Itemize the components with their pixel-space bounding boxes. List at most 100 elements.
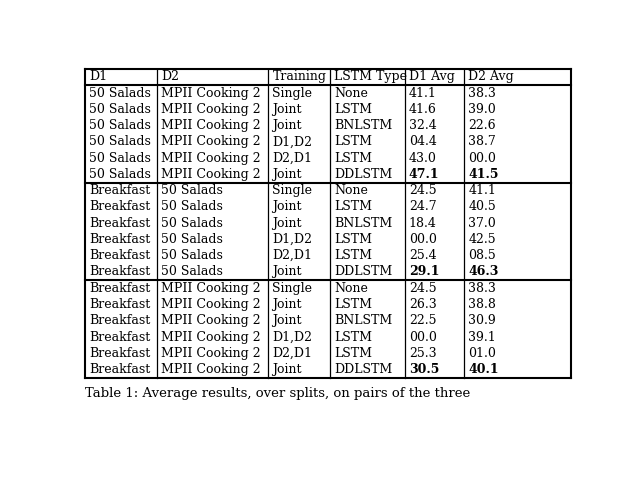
Text: MPII Cooking 2: MPII Cooking 2 [161, 119, 260, 132]
Text: 50 Salads: 50 Salads [161, 233, 223, 246]
Text: DDLSTM: DDLSTM [335, 265, 393, 278]
Text: MPII Cooking 2: MPII Cooking 2 [161, 282, 260, 295]
Text: 24.5: 24.5 [409, 184, 436, 197]
Text: 24.7: 24.7 [409, 201, 436, 214]
Text: 41.5: 41.5 [468, 168, 499, 181]
Text: Joint: Joint [273, 265, 302, 278]
Text: MPII Cooking 2: MPII Cooking 2 [161, 168, 260, 181]
Text: LSTM: LSTM [335, 135, 372, 148]
Text: 40.1: 40.1 [468, 363, 499, 376]
Text: 50 Salads: 50 Salads [89, 103, 151, 116]
Text: Breakfast: Breakfast [89, 298, 150, 311]
Text: 50 Salads: 50 Salads [161, 216, 223, 230]
Text: LSTM: LSTM [335, 152, 372, 165]
Text: 50 Salads: 50 Salads [161, 265, 223, 278]
Text: 38.7: 38.7 [468, 135, 496, 148]
Text: D1 Avg: D1 Avg [409, 70, 455, 84]
Text: Breakfast: Breakfast [89, 347, 150, 360]
Text: Breakfast: Breakfast [89, 184, 150, 197]
Text: 46.3: 46.3 [468, 265, 499, 278]
Text: 38.8: 38.8 [468, 298, 496, 311]
Text: D2: D2 [161, 70, 179, 84]
Text: 00.0: 00.0 [409, 331, 436, 344]
Text: BNLSTM: BNLSTM [335, 216, 393, 230]
Text: MPII Cooking 2: MPII Cooking 2 [161, 135, 260, 148]
Text: 50 Salads: 50 Salads [89, 168, 151, 181]
Text: MPII Cooking 2: MPII Cooking 2 [161, 103, 260, 116]
Text: D1,D2: D1,D2 [273, 135, 312, 148]
Text: Breakfast: Breakfast [89, 216, 150, 230]
Text: D2 Avg: D2 Avg [468, 70, 514, 84]
Text: None: None [335, 282, 369, 295]
Text: Table 1: Average results, over splits, on pairs of the three: Table 1: Average results, over splits, o… [85, 387, 470, 400]
Text: 00.0: 00.0 [468, 152, 496, 165]
Text: D2,D1: D2,D1 [273, 249, 312, 262]
Text: Breakfast: Breakfast [89, 282, 150, 295]
Text: 50 Salads: 50 Salads [161, 201, 223, 214]
Text: D2,D1: D2,D1 [273, 152, 312, 165]
Text: BNLSTM: BNLSTM [335, 314, 393, 327]
Text: 04.4: 04.4 [409, 135, 436, 148]
Text: LSTM: LSTM [335, 347, 372, 360]
Text: DDLSTM: DDLSTM [335, 363, 393, 376]
Text: Joint: Joint [273, 314, 302, 327]
Text: 32.4: 32.4 [409, 119, 436, 132]
Text: 37.0: 37.0 [468, 216, 496, 230]
Text: 29.1: 29.1 [409, 265, 439, 278]
Text: LSTM Type: LSTM Type [335, 70, 408, 84]
Text: Joint: Joint [273, 363, 302, 376]
Text: 40.5: 40.5 [468, 201, 496, 214]
Text: None: None [335, 86, 369, 99]
Text: Joint: Joint [273, 103, 302, 116]
Text: 30.5: 30.5 [409, 363, 439, 376]
Text: 01.0: 01.0 [468, 347, 496, 360]
Text: BNLSTM: BNLSTM [335, 119, 393, 132]
Text: D1,D2: D1,D2 [273, 233, 312, 246]
Text: Single: Single [273, 86, 312, 99]
Text: 00.0: 00.0 [409, 233, 436, 246]
Text: Breakfast: Breakfast [89, 201, 150, 214]
Text: Breakfast: Breakfast [89, 363, 150, 376]
Text: LSTM: LSTM [335, 298, 372, 311]
Text: Single: Single [273, 282, 312, 295]
Text: D1,D2: D1,D2 [273, 331, 312, 344]
Text: 22.5: 22.5 [409, 314, 436, 327]
Text: Breakfast: Breakfast [89, 331, 150, 344]
Text: 39.1: 39.1 [468, 331, 496, 344]
Text: 47.1: 47.1 [409, 168, 440, 181]
Text: 41.1: 41.1 [409, 86, 436, 99]
Text: LSTM: LSTM [335, 103, 372, 116]
Text: 50 Salads: 50 Salads [89, 119, 151, 132]
Text: Joint: Joint [273, 298, 302, 311]
Text: Breakfast: Breakfast [89, 314, 150, 327]
Text: 30.9: 30.9 [468, 314, 496, 327]
Text: Breakfast: Breakfast [89, 265, 150, 278]
Text: D2,D1: D2,D1 [273, 347, 312, 360]
Text: MPII Cooking 2: MPII Cooking 2 [161, 152, 260, 165]
Text: 38.3: 38.3 [468, 86, 496, 99]
Text: LSTM: LSTM [335, 331, 372, 344]
Text: D1: D1 [89, 70, 107, 84]
Text: 18.4: 18.4 [409, 216, 436, 230]
Text: 39.0: 39.0 [468, 103, 496, 116]
Text: MPII Cooking 2: MPII Cooking 2 [161, 347, 260, 360]
Text: 26.3: 26.3 [409, 298, 436, 311]
Text: 50 Salads: 50 Salads [89, 152, 151, 165]
Text: 08.5: 08.5 [468, 249, 496, 262]
Text: MPII Cooking 2: MPII Cooking 2 [161, 363, 260, 376]
Text: Breakfast: Breakfast [89, 233, 150, 246]
Text: LSTM: LSTM [335, 233, 372, 246]
Text: 42.5: 42.5 [468, 233, 496, 246]
Text: 22.6: 22.6 [468, 119, 496, 132]
Text: 41.6: 41.6 [409, 103, 436, 116]
Text: 43.0: 43.0 [409, 152, 436, 165]
Text: MPII Cooking 2: MPII Cooking 2 [161, 86, 260, 99]
Text: MPII Cooking 2: MPII Cooking 2 [161, 298, 260, 311]
Text: 25.3: 25.3 [409, 347, 436, 360]
Text: LSTM: LSTM [335, 201, 372, 214]
Text: Joint: Joint [273, 216, 302, 230]
Text: 50 Salads: 50 Salads [161, 249, 223, 262]
Text: 50 Salads: 50 Salads [89, 135, 151, 148]
Text: MPII Cooking 2: MPII Cooking 2 [161, 331, 260, 344]
Text: Single: Single [273, 184, 312, 197]
